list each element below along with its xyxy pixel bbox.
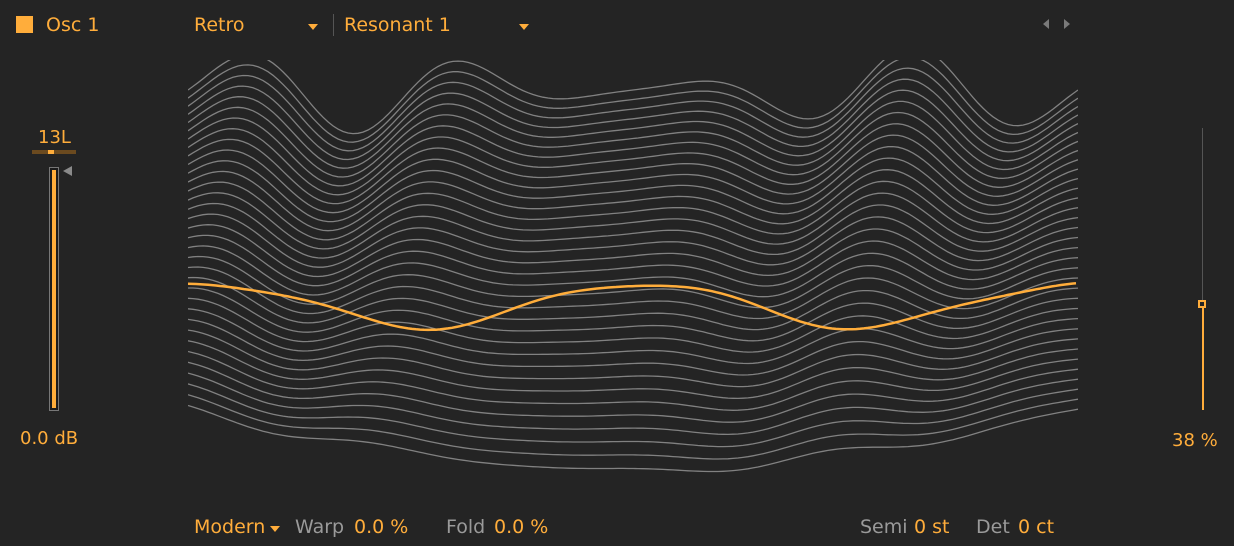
chevron-down-icon[interactable] — [519, 24, 529, 30]
detune-value[interactable]: 0 ct — [1018, 516, 1054, 538]
warp-value[interactable]: 0.0 % — [354, 516, 408, 538]
next-wavetable-icon[interactable] — [1064, 19, 1070, 29]
wavetable-frame — [188, 395, 1078, 459]
pan-value[interactable]: 13L — [38, 127, 71, 148]
wavetable-frame — [188, 267, 1078, 319]
gain-value[interactable]: 0.0 dB — [20, 428, 78, 449]
chevron-down-icon[interactable] — [270, 526, 280, 532]
wavetable-name-dropdown[interactable]: Resonant 1 — [344, 14, 451, 36]
header-divider — [333, 14, 334, 36]
fold-value[interactable]: 0.0 % — [494, 516, 548, 538]
gain-marker-icon — [63, 166, 72, 176]
oscillator-label: Osc 1 — [46, 14, 99, 36]
wavetable-frame — [188, 373, 1078, 434]
wavetable-frame — [188, 60, 1078, 134]
wavetable-frame — [188, 60, 1078, 142]
wavetable-frame — [188, 79, 1078, 159]
position-value[interactable]: 38 % — [1172, 430, 1218, 451]
semi-label: Semi — [860, 516, 908, 538]
semi-value[interactable]: 0 st — [914, 516, 949, 538]
detune-label: Det — [976, 516, 1010, 538]
fold-label: Fold — [446, 516, 485, 538]
position-slider-thumb[interactable] — [1198, 300, 1206, 308]
wavetable-frame — [188, 135, 1078, 204]
wavetable-display[interactable] — [188, 60, 1078, 500]
wavetable-frame — [188, 246, 1078, 297]
wavetable-frame — [188, 352, 1078, 411]
gain-slider-fill — [52, 170, 56, 408]
warp-label: Warp — [295, 516, 344, 538]
position-slider-fill — [1202, 306, 1204, 410]
warp-mode-dropdown[interactable]: Modern — [194, 516, 265, 538]
chevron-down-icon[interactable] — [308, 24, 318, 30]
wavetable-frame — [188, 257, 1078, 308]
pan-slider[interactable] — [32, 150, 76, 154]
wavetable-category-dropdown[interactable]: Retro — [194, 14, 245, 36]
position-slider-track[interactable] — [1202, 128, 1203, 306]
oscillator-toggle[interactable] — [16, 16, 33, 33]
wavetable-frames — [188, 60, 1078, 472]
previous-wavetable-icon[interactable] — [1043, 19, 1049, 29]
wavetable-frame — [188, 362, 1078, 422]
pan-slider-thumb[interactable] — [48, 150, 54, 154]
